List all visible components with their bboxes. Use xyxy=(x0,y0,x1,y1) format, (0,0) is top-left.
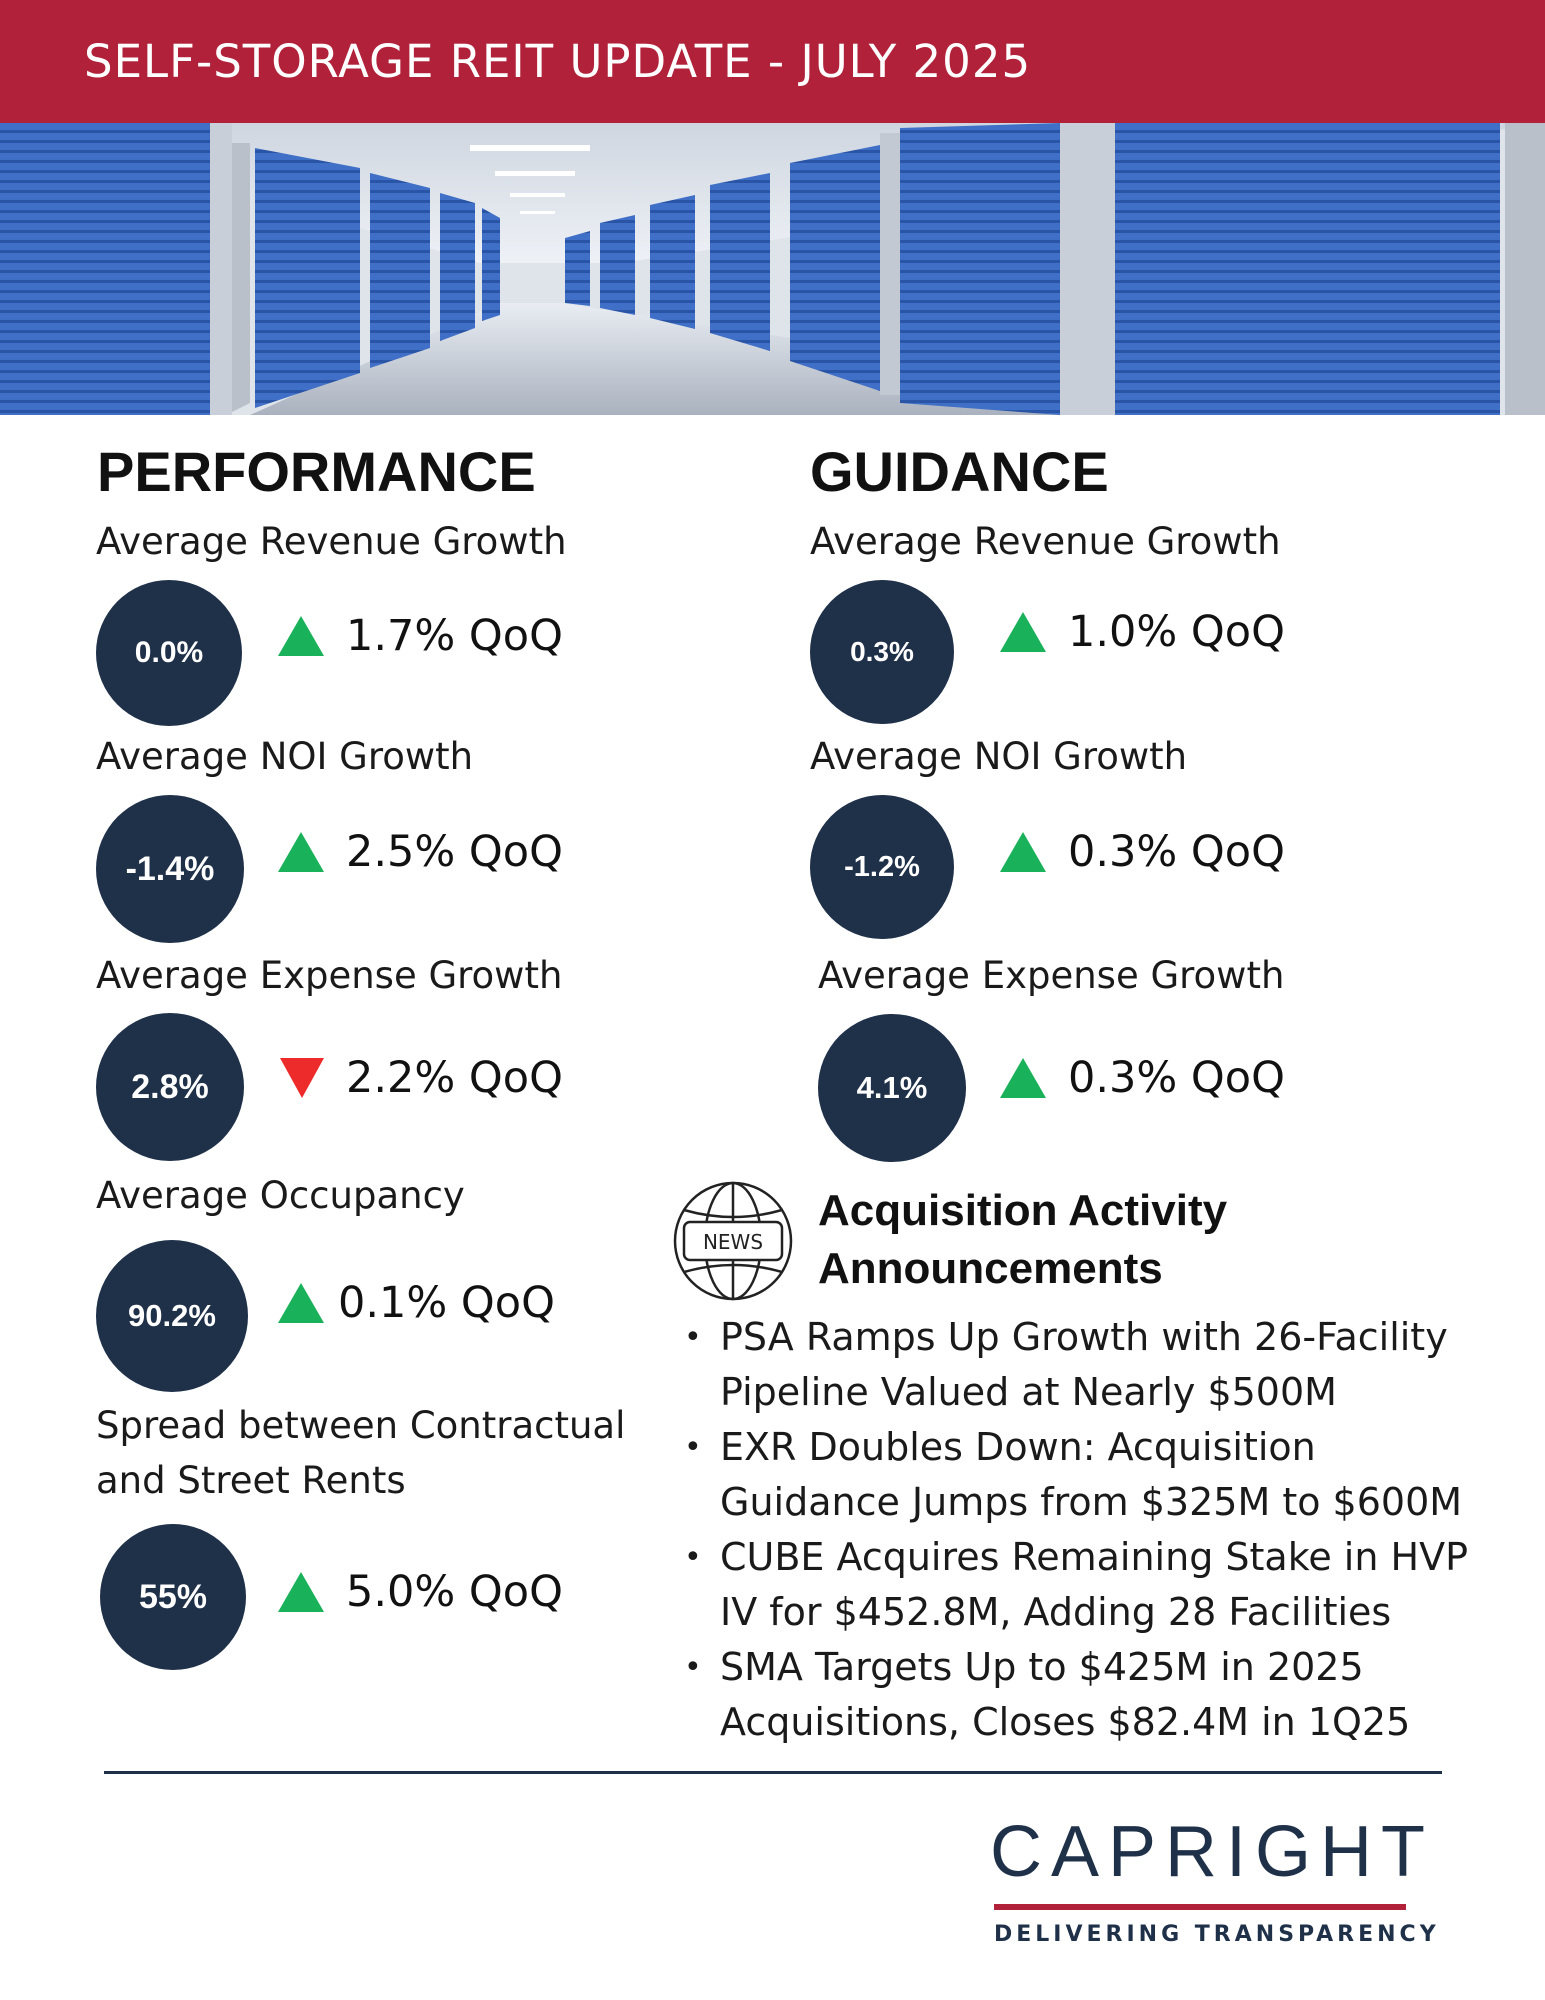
up-arrow-icon xyxy=(278,832,324,872)
list-item: • EXR Doubles Down: Acquisition Guidance … xyxy=(684,1425,1463,1524)
perf-spread-value: 55% xyxy=(100,1524,246,1670)
news-list: • PSA Ramps Up Growth with 26-Facility Pi… xyxy=(680,1310,1500,1750)
capright-logo: CAPRIGHT DELIVERING TRANSPARENCY xyxy=(990,1792,1436,1962)
perf-spread-label: Spread between Contractual and Street Re… xyxy=(96,1404,626,1502)
guid-revenue-value: 0.3% xyxy=(810,580,954,724)
guid-noi-change: 0.3% QoQ xyxy=(1000,822,1285,882)
guid-noi-label: Average NOI Growth xyxy=(810,735,1188,778)
perf-expense-value: 2.8% xyxy=(96,1013,244,1161)
down-arrow-icon xyxy=(280,1058,324,1098)
up-arrow-icon xyxy=(1000,1058,1046,1098)
guid-noi-value: -1.2% xyxy=(810,795,954,939)
perf-expense-label: Average Expense Growth xyxy=(96,954,563,997)
list-item: • SMA Targets Up to $425M in 2025 Acquisi… xyxy=(684,1645,1411,1744)
list-item: • PSA Ramps Up Growth with 26-Facility Pi… xyxy=(684,1315,1448,1414)
perf-revenue-change: 1.7% QoQ xyxy=(278,606,563,666)
footer-divider xyxy=(104,1771,1442,1774)
guid-revenue-change: 1.0% QoQ xyxy=(1000,602,1285,662)
perf-noi-value: -1.4% xyxy=(96,795,244,943)
header-banner: SELF-STORAGE REIT UPDATE - JULY 2025 xyxy=(0,0,1545,123)
logo-wordmark: CAPRIGHT xyxy=(990,1812,1435,1892)
guid-expense-value: 4.1% xyxy=(818,1014,966,1162)
news-icon-label: NEWS xyxy=(703,1230,763,1254)
perf-revenue-label: Average Revenue Growth xyxy=(96,520,567,563)
up-arrow-icon xyxy=(278,1572,324,1612)
guid-expense-label: Average Expense Growth xyxy=(818,954,1285,997)
logo-tagline: DELIVERING TRANSPARENCY xyxy=(994,1922,1440,1947)
up-arrow-icon xyxy=(1000,832,1046,872)
page-title: SELF-STORAGE REIT UPDATE - JULY 2025 xyxy=(84,35,1032,88)
guidance-title: GUIDANCE xyxy=(810,440,1109,503)
perf-occupancy-change: 0.1% QoQ xyxy=(278,1273,555,1333)
perf-spread-change: 5.0% QoQ xyxy=(278,1562,563,1622)
perf-expense-change: 2.2% QoQ xyxy=(280,1048,563,1108)
up-arrow-icon xyxy=(278,616,324,656)
guid-revenue-label: Average Revenue Growth xyxy=(810,520,1281,563)
news-globe-icon: NEWS xyxy=(670,1178,796,1304)
perf-noi-change: 2.5% QoQ xyxy=(278,822,563,882)
perf-occupancy-label: Average Occupancy xyxy=(96,1174,465,1217)
perf-noi-label: Average NOI Growth xyxy=(96,735,474,778)
perf-occupancy-value: 90.2% xyxy=(96,1240,248,1392)
up-arrow-icon xyxy=(278,1283,324,1323)
perf-revenue-value: 0.0% xyxy=(96,580,242,726)
guid-expense-change: 0.3% QoQ xyxy=(1000,1048,1285,1108)
news-title: Acquisition Activity Announcements xyxy=(818,1186,1228,1293)
logo-underline xyxy=(994,1904,1406,1910)
performance-title: PERFORMANCE xyxy=(97,440,536,503)
storage-hallway-photo xyxy=(0,123,1545,415)
up-arrow-icon xyxy=(1000,612,1046,652)
list-item: • CUBE Acquires Remaining Stake in HVP IV… xyxy=(684,1535,1469,1634)
